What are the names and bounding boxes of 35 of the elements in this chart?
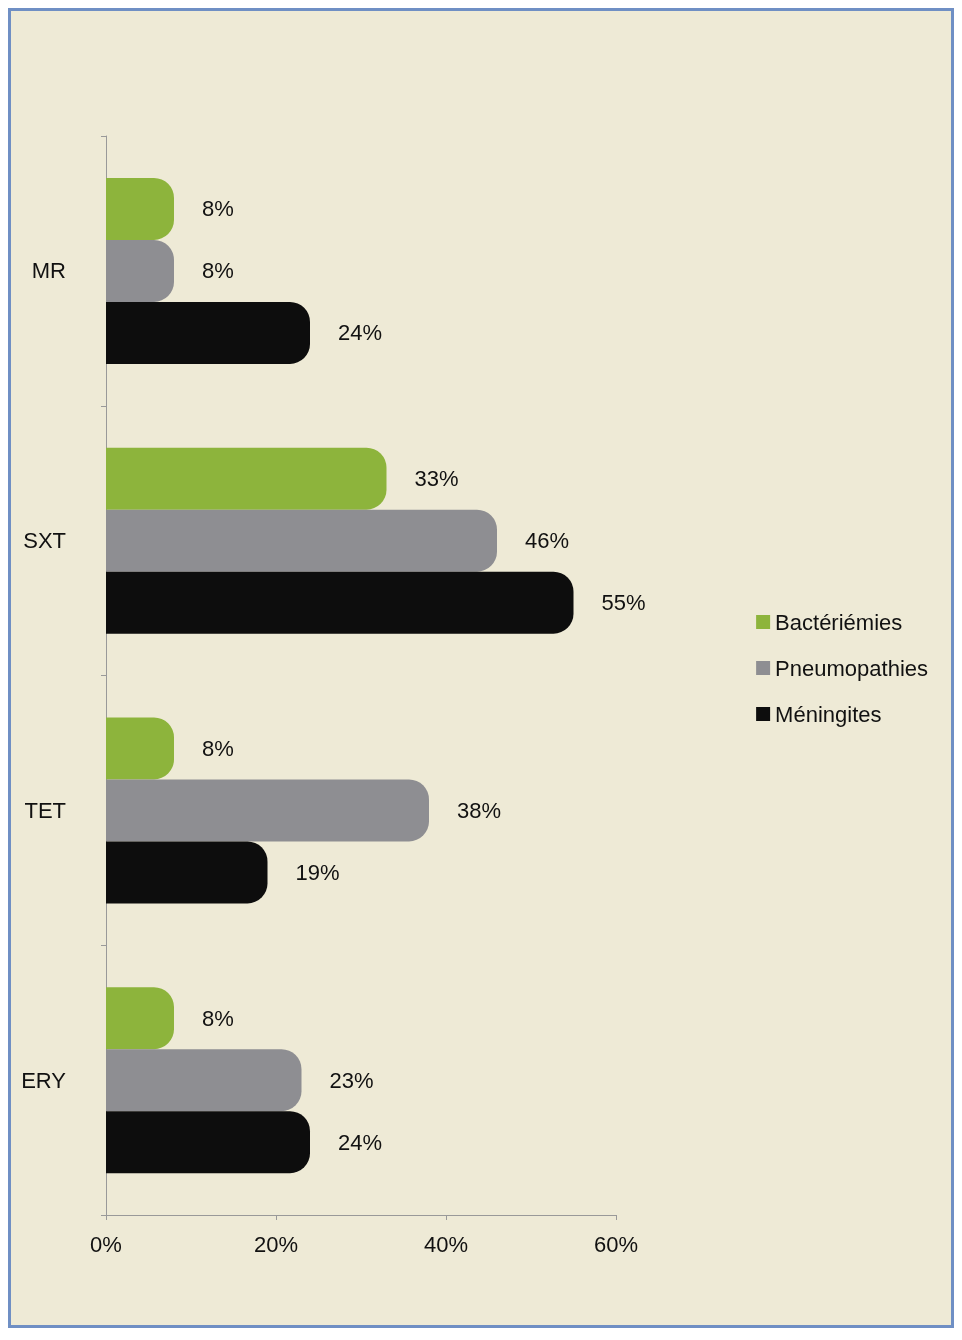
bar: [106, 1111, 310, 1174]
y-tick-label: ERY: [21, 1067, 67, 1093]
bar: [106, 779, 429, 842]
legend-label: Pneumopathies: [775, 655, 929, 681]
data-label: 8%: [202, 735, 234, 761]
legend-label: Bactériémies: [775, 609, 903, 635]
y-tick-label: TET: [24, 797, 66, 823]
data-label: 23%: [329, 1067, 374, 1093]
data-label: 38%: [457, 797, 502, 823]
x-tick-label: 40%: [423, 1231, 469, 1257]
bar: [106, 1049, 302, 1112]
bar: [106, 177, 174, 240]
data-label: 24%: [338, 1129, 383, 1155]
x-tick-label: 60%: [593, 1231, 639, 1257]
bar: [106, 301, 310, 364]
data-label: 19%: [295, 859, 340, 885]
y-tick-label: MR: [31, 258, 66, 284]
data-label: 24%: [338, 320, 383, 346]
x-tick-label: 20%: [253, 1231, 299, 1257]
data-label: 46%: [525, 528, 570, 554]
bar: [106, 447, 387, 510]
bar: [106, 717, 174, 780]
data-label: 33%: [414, 466, 459, 492]
bar: [106, 841, 268, 904]
data-label: 8%: [202, 1005, 234, 1031]
data-label: 8%: [202, 258, 234, 284]
bar: [106, 987, 174, 1050]
bar: [106, 509, 497, 572]
data-label: 55%: [601, 590, 646, 616]
bar: [106, 239, 174, 302]
legend-label: Méningites: [775, 701, 882, 727]
data-label: 8%: [202, 196, 234, 222]
x-tick-label: 0%: [90, 1231, 122, 1257]
bar: [106, 571, 574, 634]
y-tick-label: SXT: [23, 528, 66, 554]
